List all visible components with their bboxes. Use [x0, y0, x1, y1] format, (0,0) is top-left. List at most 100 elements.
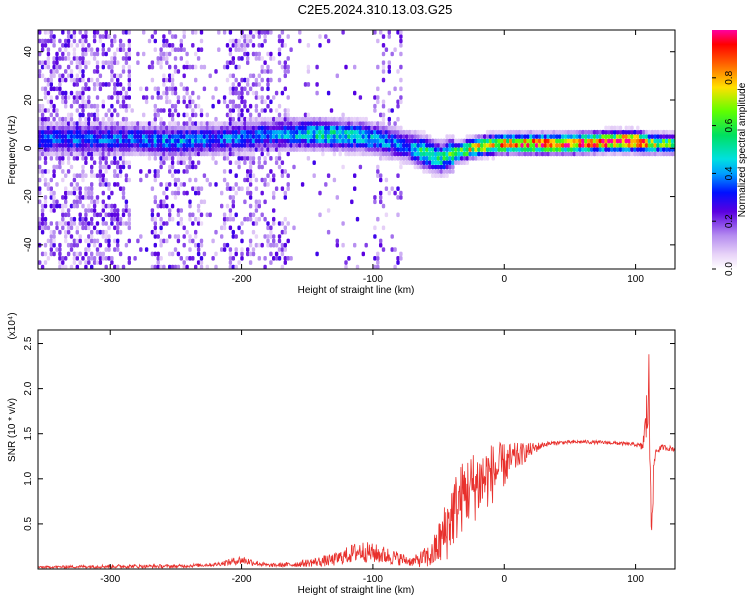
heatmap-cell — [185, 121, 189, 126]
heatmap-cell — [118, 103, 123, 109]
heatmap-cell — [260, 134, 264, 139]
heatmap-cell — [127, 121, 131, 126]
heatmap-cell — [341, 112, 345, 118]
heatmap-cell — [81, 147, 85, 152]
heatmap-cell — [75, 121, 79, 126]
heatmap-cell — [208, 125, 212, 131]
heatmap-cell — [613, 129, 617, 135]
heatmap-cell — [84, 38, 88, 44]
heatmap-cell — [329, 129, 334, 135]
heatmap-cell — [107, 195, 111, 200]
heatmap-cell — [407, 147, 412, 152]
heatmap-cell — [280, 30, 285, 35]
heatmap-cell — [234, 77, 238, 83]
heatmap-cell — [393, 121, 397, 126]
heatmap-cell — [274, 156, 279, 161]
heatmap-cell — [266, 143, 270, 148]
heatmap-cell — [272, 242, 276, 248]
heatmap-cell — [121, 103, 126, 109]
heatmap-cell — [607, 143, 611, 148]
heatmap-cell — [633, 147, 637, 152]
heatmap-cell — [130, 108, 134, 113]
heatmap-cell — [124, 138, 129, 144]
heatmap-cell — [133, 151, 137, 157]
heatmap-cell — [61, 56, 65, 61]
heatmap-cell — [78, 195, 82, 200]
heatmap-cell — [153, 125, 157, 131]
heatmap-cell — [81, 151, 85, 157]
heatmap-cell — [217, 147, 221, 152]
heatmap-cell — [196, 260, 201, 265]
heatmap-cell — [286, 221, 290, 226]
heatmap-cell — [231, 203, 235, 209]
heatmap-cell — [69, 190, 74, 196]
heatmap-cell — [84, 30, 88, 35]
heatmap-cell — [78, 129, 82, 135]
heatmap-cell — [228, 73, 233, 79]
heatmap-cell — [326, 173, 331, 178]
heatmap-cell — [425, 147, 429, 152]
heatmap-cell — [208, 147, 212, 152]
heatmap-cell — [509, 147, 513, 152]
heatmap-cell — [243, 216, 247, 222]
heatmap-cell — [87, 143, 91, 148]
heatmap-cell — [64, 95, 68, 100]
heatmap-cell — [361, 147, 365, 152]
heatmap-cell — [104, 60, 108, 65]
heatmap-cell — [179, 134, 183, 139]
heatmap-cell — [431, 138, 435, 144]
heatmap-cell — [64, 173, 68, 178]
heatmap-cell — [55, 60, 59, 65]
heatmap-cell — [540, 151, 545, 157]
heatmap-cell — [194, 147, 198, 152]
heatmap-cell — [286, 151, 290, 157]
heatmap-cell — [52, 208, 56, 213]
heatmap-cell — [46, 186, 51, 191]
heatmap-cell — [168, 251, 172, 257]
heatmap-cell — [142, 151, 146, 157]
heatmap-cell — [84, 99, 88, 105]
heatmap-cell — [176, 177, 181, 183]
heatmap-cell — [384, 212, 389, 218]
heatmap-cell — [266, 221, 270, 226]
heatmap-cell — [410, 138, 415, 144]
heatmap-cell — [162, 56, 166, 61]
heatmap-cell — [75, 256, 79, 261]
heatmap-cell — [254, 203, 259, 209]
heatmap-cell — [144, 173, 149, 178]
heatmap-cell — [38, 103, 42, 109]
heatmap-cell — [396, 256, 400, 261]
heatmap-cell — [49, 138, 53, 144]
heatmap-cell — [199, 147, 204, 152]
heatmap-cell — [58, 147, 62, 152]
heatmap-cell — [641, 147, 646, 152]
heatmap-cell — [64, 38, 68, 44]
heatmap-cell — [373, 195, 377, 200]
heatmap-cell — [110, 73, 114, 79]
heatmap-cell — [387, 116, 391, 122]
heatmap-cell — [182, 129, 186, 135]
heatmap-cell — [439, 160, 443, 165]
heatmap-cell — [615, 151, 620, 157]
heatmap-cell — [370, 143, 374, 148]
heatmap-cell — [457, 143, 461, 148]
heatmap-cell — [393, 47, 397, 52]
heatmap-cell — [433, 147, 438, 152]
heatmap-cell — [165, 151, 169, 157]
heatmap-cell — [546, 138, 550, 144]
heatmap-cell — [185, 147, 189, 152]
heatmap-cell — [587, 138, 591, 144]
heatmap-cell — [650, 151, 654, 157]
heatmap-cell — [49, 242, 53, 248]
heatmap-cell — [199, 38, 204, 44]
heatmap-cell — [280, 169, 285, 174]
heatmap-cell — [121, 208, 126, 213]
heatmap-cell — [69, 129, 74, 135]
heatmap-cell — [75, 151, 79, 157]
heatmap-cell — [211, 129, 215, 135]
chart-title: C2E5.2024.310.13.03.G25 — [297, 2, 453, 17]
heatmap-cell — [69, 264, 74, 269]
heatmap-cell — [318, 134, 322, 139]
heatmap-cell — [176, 129, 181, 135]
